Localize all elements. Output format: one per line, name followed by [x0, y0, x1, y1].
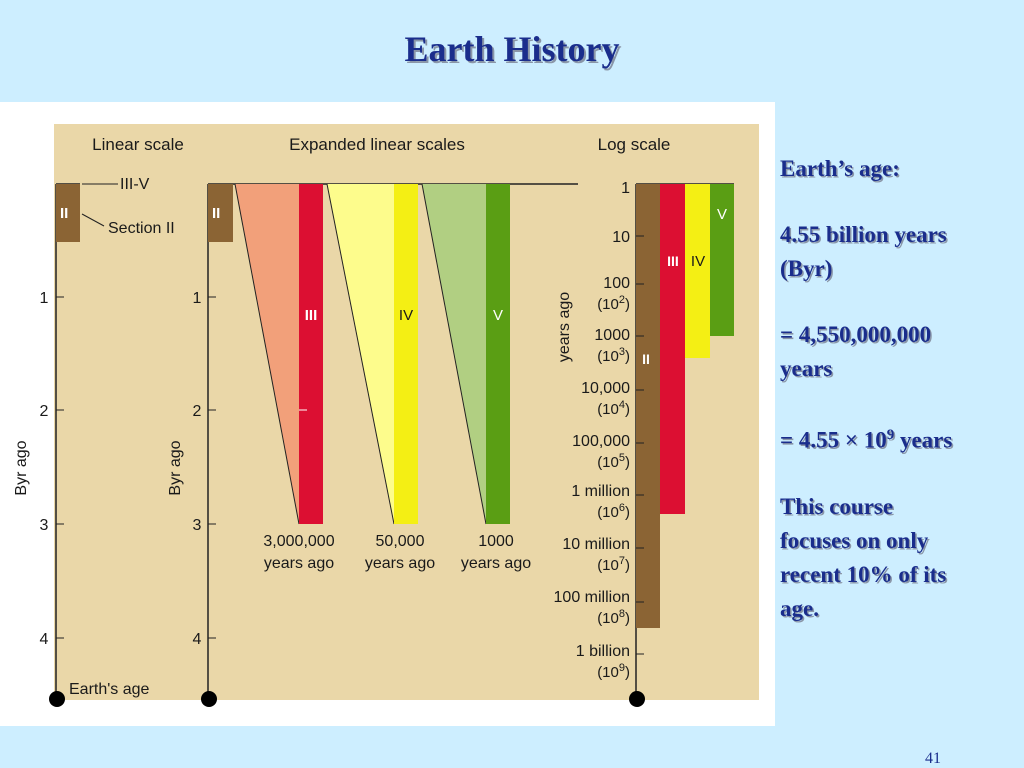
log-II-bar: [636, 184, 660, 628]
slide-number: 41: [925, 750, 941, 767]
expanded-axis-label: Byr ago: [167, 440, 184, 495]
linear-section-II-text: Section II: [108, 220, 175, 237]
expanded-III-caption-unit: years ago: [264, 555, 334, 572]
expanded-section-II-label: II: [212, 205, 220, 222]
expanded-tick-label: 2: [193, 403, 202, 420]
earth-history-figure: Linear scale Expanded linear scales Log …: [13, 124, 759, 707]
log-tick-power-9: (109): [597, 662, 630, 681]
linear-axis-label: Byr ago: [13, 440, 30, 495]
linear-earth-age-label: Earth's age: [69, 681, 150, 698]
log-III-label: III: [667, 253, 679, 269]
expanded-V-label: V: [493, 307, 503, 324]
log-tick-1-billion: 1 billion: [576, 643, 630, 660]
header-expanded-scales: Expanded linear scales: [289, 135, 465, 154]
log-tick-100: 100: [603, 275, 630, 292]
linear-III-V-label: III-V: [120, 176, 150, 193]
expanded-tick-label: 3: [193, 517, 202, 534]
linear-ticks: [56, 296, 64, 639]
expanded-tick-label: 1: [193, 290, 202, 307]
expanded-III-bar: [299, 184, 323, 524]
log-II-label: II: [642, 351, 650, 367]
earth-age-heading: Earth’s age:: [780, 156, 900, 181]
log-earth-age-dot: [629, 691, 645, 707]
log-IV-bar: [685, 184, 710, 358]
age-scientific: = 4.55 × 109 years: [780, 427, 953, 453]
course-focus-note: This course focuses on only recent 10% of …: [780, 493, 947, 621]
log-tick-power-5: (105): [597, 452, 630, 471]
log-III-bar: [660, 184, 685, 514]
expanded-V-caption-unit: years ago: [461, 555, 531, 572]
linear-tick-label: 1: [40, 290, 49, 307]
log-tick-1: 1: [621, 180, 630, 197]
expanded-V-wedge-edge: [421, 183, 487, 525]
log-tick-power-4: (104): [597, 399, 630, 418]
log-IV-label: IV: [691, 253, 705, 270]
linear-tick-label: 2: [40, 403, 49, 420]
header-linear-scale: Linear scale: [92, 135, 184, 154]
expanded-IV-bar: [394, 184, 418, 524]
expanded-IV-caption-unit: years ago: [365, 555, 435, 572]
log-tick-1-million: 1 million: [571, 483, 630, 500]
linear-tick-label: 3: [40, 517, 49, 534]
log-tick-power-8: (108): [597, 608, 630, 627]
log-V-label: V: [717, 206, 727, 223]
log-ticks: [636, 235, 644, 655]
expanded-III-wedge-edge: [234, 183, 300, 525]
expanded-IV-label: IV: [399, 307, 413, 324]
log-tick-10: 10: [612, 229, 630, 246]
linear-section-II-bar: [56, 184, 80, 242]
log-tick-power-7: (107): [597, 555, 630, 574]
log-tick-100-million: 100 million: [554, 589, 630, 606]
log-tick-power-2: (102): [597, 294, 630, 313]
log-tick-power-6: (106): [597, 502, 630, 521]
figure-panel: Linear scale Expanded linear scales Log …: [0, 102, 775, 726]
log-tick-power-3: (103): [597, 346, 630, 365]
expanded-V-caption-value: 1000: [478, 533, 514, 550]
linear-tick-label: 4: [40, 631, 49, 648]
linear-earth-age-dot: [49, 691, 65, 707]
log-tick-10-million: 10 million: [562, 536, 630, 553]
expanded-tick-label: 4: [193, 631, 202, 648]
expanded-IV-wedge-edge: [326, 183, 395, 525]
slide-title: Earth History: [404, 29, 620, 69]
expanded-IV-caption-value: 50,000: [376, 533, 425, 550]
age-in-years: = 4,550,000,000 years: [780, 322, 932, 381]
side-text: Earth’s age: 4.55 billion years (Byr) = 4…: [780, 152, 1015, 658]
log-tick-100000: 100,000: [572, 433, 630, 450]
expanded-III-label: III: [305, 307, 318, 324]
expanded-section-II-bar: [208, 184, 233, 242]
expanded-ticks: [208, 296, 216, 639]
log-V-bar: [710, 184, 734, 336]
log-axis-label: years ago: [556, 292, 573, 362]
log-tick-1000: 1000: [594, 327, 630, 344]
expanded-V-bar: [486, 184, 510, 524]
age-in-byr: 4.55 billion years (Byr): [780, 222, 947, 281]
log-tick-10000: 10,000: [581, 380, 630, 397]
expanded-III-caption-value: 3,000,000: [263, 533, 334, 550]
linear-section-II-leader: [81, 213, 105, 227]
expanded-earth-age-dot: [201, 691, 217, 707]
header-log-scale: Log scale: [598, 135, 671, 154]
linear-section-II-label: II: [60, 205, 68, 222]
